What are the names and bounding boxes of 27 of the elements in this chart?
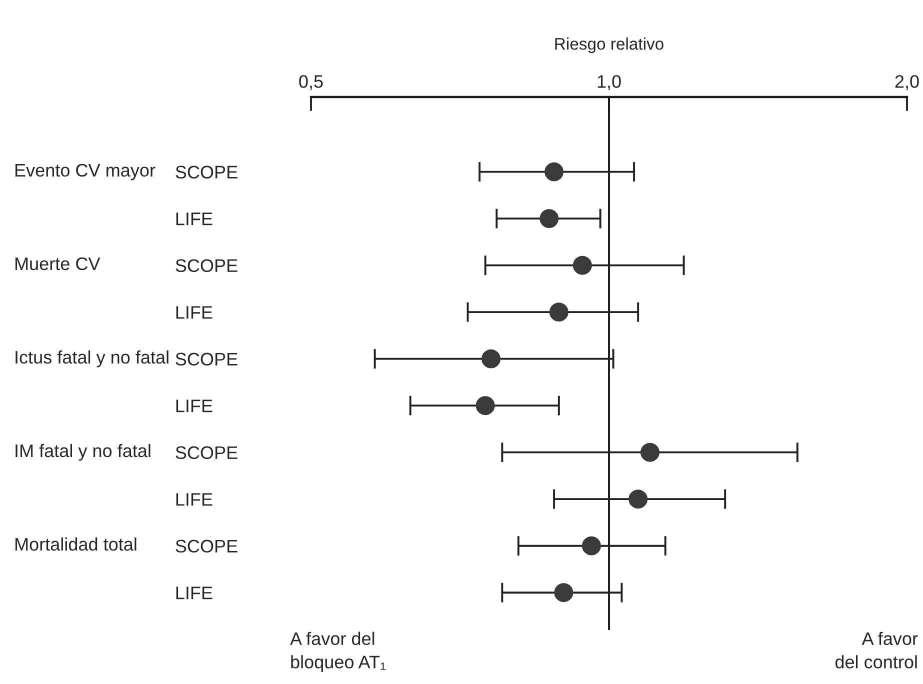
text: Muerte CV: [15, 257, 100, 270]
text: Evento CV mayor: [15, 164, 156, 180]
point: [572, 256, 592, 275]
y-tick-label: SCOPE: [176, 446, 238, 460]
text: Ictus fatal y no fatal: [16, 350, 168, 368]
x-tick-label: 1,0: [598, 75, 621, 90]
y-tick-label: LIFE: [176, 586, 212, 600]
y-tick-label: LIFE: [176, 493, 212, 506]
x-tick-label: 0,5: [299, 75, 323, 90]
y-tick-label: SCOPE: [176, 352, 238, 366]
point: [554, 583, 574, 602]
text: A favor del control: [835, 632, 918, 668]
text: IM fatal y no fatal: [16, 444, 150, 461]
y-tick-label: LIFE: [176, 306, 212, 319]
point: [582, 536, 601, 556]
point: [544, 162, 564, 182]
x-tick-label: 2,0: [895, 75, 919, 90]
point: [540, 209, 559, 228]
y-tick-label: SCOPE: [176, 259, 238, 272]
text: Mortalidad total: [15, 537, 136, 551]
y-tick-label: SCOPE: [176, 540, 238, 553]
x-axis-title: Riesgo relativo: [555, 38, 664, 54]
point: [549, 302, 568, 322]
text: A favor del bloqueo AT₁: [290, 632, 386, 672]
y-tick-label: SCOPE: [176, 166, 238, 179]
y-tick-label: LIFE: [176, 400, 212, 412]
y-tick-label: LIFE: [176, 212, 212, 226]
